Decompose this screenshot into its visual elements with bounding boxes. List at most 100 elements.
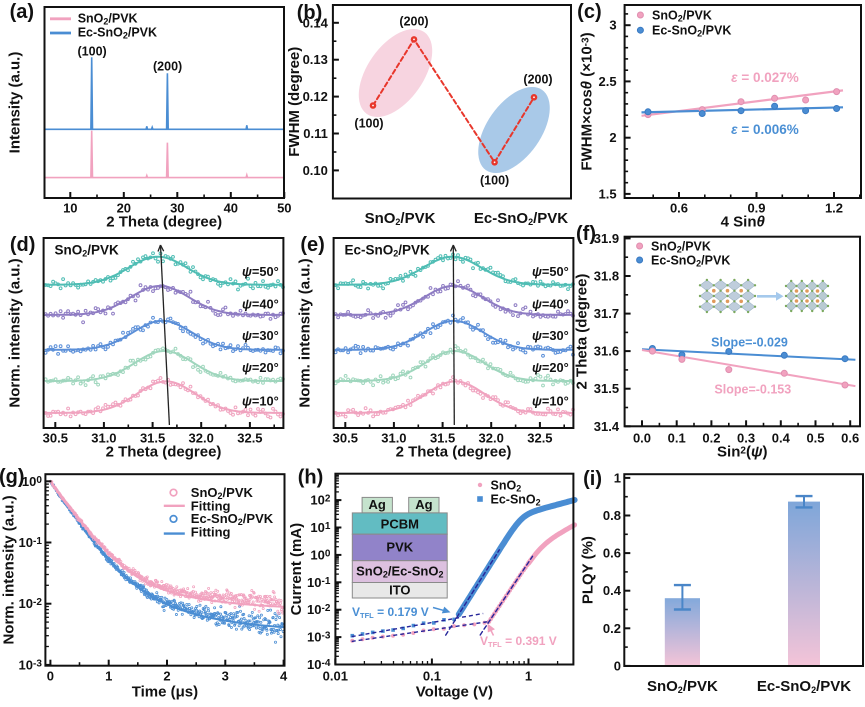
svg-text:10: 10 [63,201,77,216]
svg-text:(c): (c) [577,1,601,23]
svg-text:1.2: 1.2 [825,201,843,216]
svg-text:10-3: 10-3 [307,630,331,645]
svg-text:SnO2/PVK: SnO2/PVK [651,240,711,255]
svg-text:0.10: 0.10 [303,163,328,178]
svg-text:(200): (200) [523,72,552,86]
svg-text:10-4: 10-4 [307,657,331,672]
svg-text:ψ=50°: ψ=50° [242,264,279,279]
svg-text:31.7: 31.7 [594,306,619,321]
svg-text:Ec-SnO2/PVK: Ec-SnO2/PVK [757,678,851,695]
svg-text:2 Theta (degree): 2 Theta (degree) [106,214,222,231]
svg-text:31.0: 31.0 [381,431,406,446]
svg-text:Fitting: Fitting [191,525,231,540]
svg-text:31.5: 31.5 [594,381,619,396]
svg-text:ITO: ITO [389,583,410,598]
svg-text:3: 3 [609,18,616,33]
svg-text:31.9: 31.9 [594,231,619,246]
svg-text:Ec-SnO2/PVK: Ec-SnO2/PVK [78,26,157,41]
svg-text:0.2: 0.2 [702,431,720,446]
svg-text:Norm. intensity (a.u.): Norm. intensity (a.u.) [1,495,18,644]
svg-text:100: 100 [22,474,42,489]
svg-text:(i): (i) [583,468,602,490]
svg-text:31.5: 31.5 [140,431,165,446]
svg-text:(b): (b) [297,2,323,24]
svg-text:101: 101 [310,520,330,535]
svg-text:0.9: 0.9 [747,201,765,216]
svg-text:Fitting: Fitting [191,498,231,513]
svg-text:30: 30 [170,201,184,216]
svg-text:ψ=20°: ψ=20° [242,360,279,375]
svg-text:(g): (g) [0,466,24,488]
svg-text:4: 4 [280,669,288,684]
svg-text:ψ=10°: ψ=10° [242,394,279,409]
svg-text:1: 1 [525,669,532,684]
svg-text:0.8: 0.8 [603,508,621,523]
svg-text:10-1: 10-1 [19,535,43,550]
svg-text:ψ=30°: ψ=30° [242,328,279,343]
svg-text:30.5: 30.5 [43,431,68,446]
svg-text:0.14: 0.14 [303,15,329,30]
svg-text:Ec-SnO2/PVK: Ec-SnO2/PVK [191,511,274,527]
svg-text:(200): (200) [399,14,428,28]
svg-text:ε = 0.027%: ε = 0.027% [731,70,799,85]
svg-text:Ec-SnO2/PVK: Ec-SnO2/PVK [651,254,730,269]
svg-text:0.01: 0.01 [323,669,348,684]
svg-text:1: 1 [614,470,621,485]
svg-text:0.0: 0.0 [633,431,651,446]
svg-text:(100): (100) [78,45,107,59]
svg-text:ψ=40°: ψ=40° [532,296,569,311]
svg-text:32.5: 32.5 [527,431,552,446]
svg-text:ψ=30°: ψ=30° [532,328,569,343]
svg-text:Intensity (a.u.): Intensity (a.u.) [7,52,24,154]
svg-text:SnO2: SnO2 [491,478,522,493]
svg-text:(d): (d) [10,234,36,256]
svg-text:0.6: 0.6 [603,546,621,561]
svg-text:50: 50 [277,201,291,216]
svg-text:10-2: 10-2 [307,602,331,617]
svg-text:0.6: 0.6 [841,431,859,446]
svg-text:Slope=-0.153: Slope=-0.153 [714,383,791,397]
svg-text:40: 40 [224,201,238,216]
svg-text:Ec-SnO2/PVK: Ec-SnO2/PVK [652,24,731,39]
svg-text:0.2: 0.2 [603,621,621,636]
svg-text:2 Theta (degree): 2 Theta (degree) [574,274,591,390]
svg-text:Ec-SnO2/PVK: Ec-SnO2/PVK [345,243,431,259]
svg-text:0.11: 0.11 [303,126,328,141]
svg-text:0.5: 0.5 [806,431,824,446]
svg-text:Ec-SnO2: Ec-SnO2 [491,493,541,508]
svg-text:30.5: 30.5 [333,431,358,446]
svg-text:PLQY (%): PLQY (%) [580,536,597,604]
svg-text:(200): (200) [153,60,182,74]
svg-text:32.5: 32.5 [237,431,262,446]
svg-text:10-3: 10-3 [19,657,43,672]
svg-text:0: 0 [47,669,54,684]
svg-text:(100): (100) [354,117,383,131]
svg-text:Voltage (V): Voltage (V) [416,684,493,701]
svg-text:PCBM: PCBM [381,517,419,532]
svg-text:ψ=40°: ψ=40° [242,296,279,311]
svg-text:Current (mA): Current (mA) [288,523,305,616]
svg-text:31.4: 31.4 [594,419,620,434]
svg-text:Ec-SnO2/PVK: Ec-SnO2/PVK [474,210,568,227]
svg-text:0.1: 0.1 [423,669,441,684]
svg-text:(f): (f) [576,223,596,245]
svg-text:0.13: 0.13 [303,52,328,67]
svg-text:10-2: 10-2 [19,596,43,611]
svg-text:SnO2/Ec-SnO2: SnO2/Ec-SnO2 [356,564,443,580]
svg-text:31.5: 31.5 [430,431,455,446]
svg-text:31.6: 31.6 [594,344,619,359]
svg-text:FWHM (degree): FWHM (degree) [286,47,303,157]
svg-text:(h): (h) [298,467,324,489]
svg-text:31.0: 31.0 [91,431,116,446]
svg-text:0.12: 0.12 [303,89,328,104]
svg-text:(100): (100) [480,173,509,187]
svg-text:ψ=10°: ψ=10° [532,394,569,409]
svg-text:2: 2 [163,669,170,684]
svg-text:2 Theta (degree): 2 Theta (degree) [106,444,222,461]
svg-text:Ag: Ag [415,497,432,512]
svg-text:ψ=20°: ψ=20° [532,360,569,375]
svg-text:100: 100 [310,547,330,562]
svg-text:2.5: 2.5 [599,74,617,89]
svg-text:Slope=-0.029: Slope=-0.029 [711,336,788,350]
svg-text:10-1: 10-1 [307,575,331,590]
